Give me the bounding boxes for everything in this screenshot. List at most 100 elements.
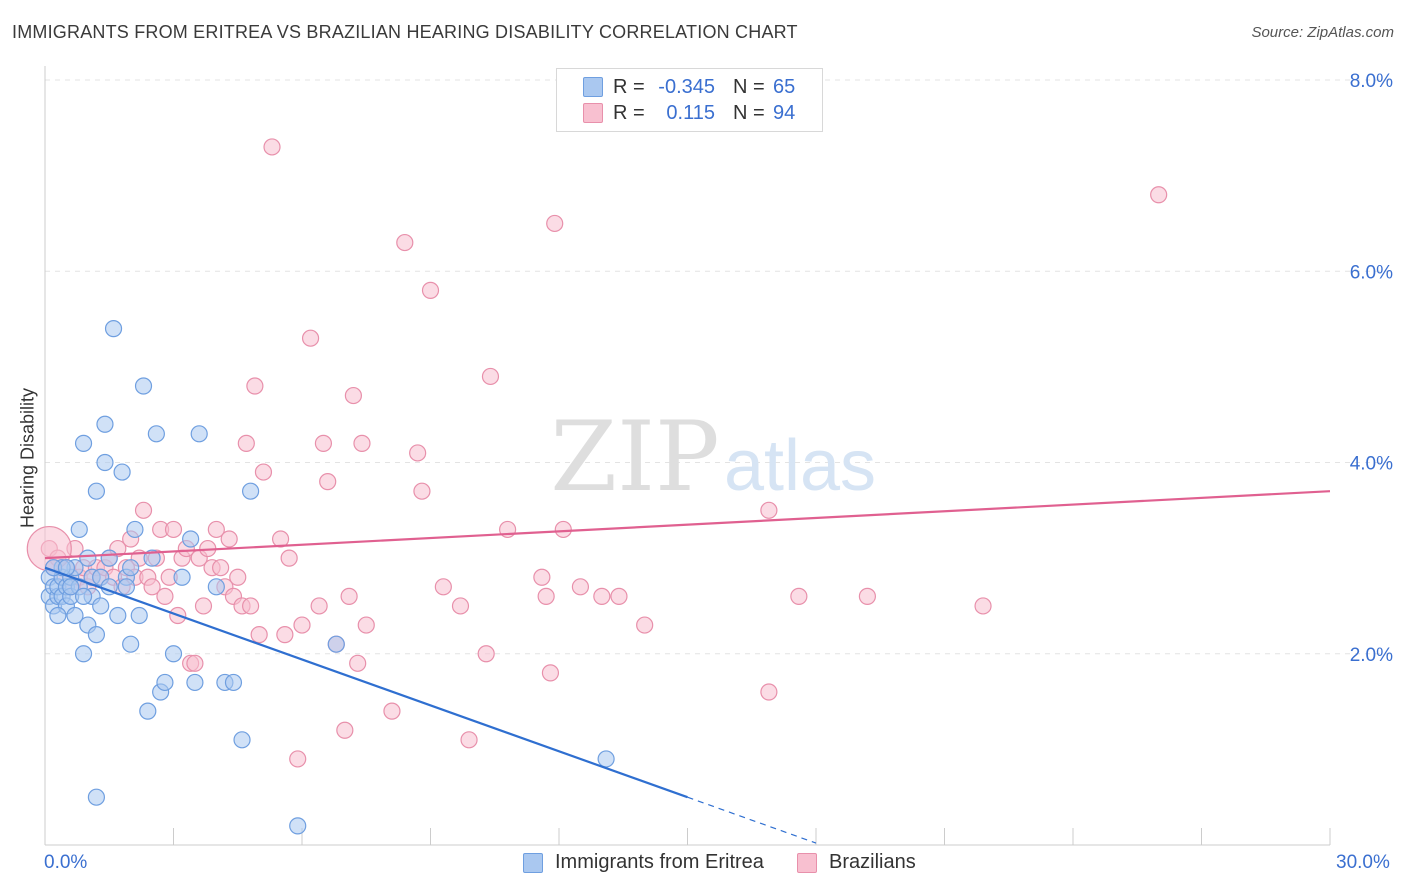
y-axis-label: Hearing Disability (17, 387, 38, 529)
brazilians-point (134, 501, 153, 519)
svg-text:atlas: atlas (724, 426, 876, 506)
eritrea-point (79, 549, 97, 567)
brazilians-point (271, 530, 290, 548)
brazilians-point (229, 568, 247, 586)
brazilians-point (250, 626, 268, 644)
brazilians-point (276, 626, 294, 644)
eritrea-point (74, 645, 93, 663)
series-legend: Immigrants from Eritrea Brazilians (0, 851, 1406, 877)
eritrea-point (130, 606, 148, 625)
correlation-legend: R = -0.345 N = 65 R = 0.115 N = 94 (556, 68, 823, 132)
brazilians-point (344, 386, 362, 405)
legend-r-label: R = (613, 75, 645, 98)
brazilians-point (760, 683, 778, 701)
eritrea-point (70, 520, 88, 539)
brazilians-point (541, 664, 560, 682)
eritrea-point (117, 578, 135, 596)
brazilians-point (319, 473, 337, 491)
legend-item-brazilians: Brazilians (797, 851, 916, 874)
eritrea-point (87, 626, 106, 644)
eritrea-point (173, 568, 191, 586)
brazilians-point (220, 530, 238, 548)
brazilians-point (858, 587, 877, 605)
brazilians-point (546, 214, 564, 233)
legend-n-value: 94 (773, 101, 796, 124)
brazilians-point (760, 501, 778, 519)
brazilians-point (212, 559, 230, 577)
legend-n-label: N = (733, 75, 765, 98)
brazilians-point (636, 616, 654, 634)
eritrea-point (62, 578, 80, 596)
eritrea-legend-label: Immigrants from Eritrea (555, 851, 764, 873)
eritrea-point (156, 673, 174, 692)
brazilians-point (790, 587, 808, 605)
brazilians-point (301, 329, 320, 347)
brazilians-point (194, 597, 213, 615)
y-tick-label: 6.0% (1350, 262, 1393, 283)
eritrea-point (597, 750, 615, 768)
svg-text:ZIP: ZIP (550, 401, 719, 513)
brazilians-legend-swatch (797, 852, 817, 873)
eritrea-swatch (583, 77, 603, 97)
brazilians-point (974, 597, 992, 615)
brazilians-trendline (44, 490, 1331, 560)
eritrea-trendline-extension (687, 796, 817, 844)
brazilians-point (186, 654, 204, 672)
eritrea-point (224, 673, 243, 692)
brazilians-point (254, 463, 273, 481)
eritrea-point (109, 606, 127, 625)
eritrea-point (66, 606, 84, 625)
eritrea-point (147, 425, 165, 443)
eritrea-point (87, 788, 106, 806)
brazilians-point (246, 377, 264, 395)
chart-title: IMMIGRANTS FROM ERITREA VS BRAZILIAN HEA… (12, 22, 798, 42)
brazilians-point (481, 367, 500, 386)
y-tick-label: 4.0% (1350, 454, 1393, 475)
eritrea-point (126, 520, 144, 539)
brazilians-point (413, 482, 431, 500)
eritrea-point (122, 559, 140, 577)
y-tick-label: 2.0% (1350, 645, 1393, 666)
eritrea-point (104, 320, 123, 338)
y-tick-label: 8.0% (1350, 71, 1393, 92)
x-axis-max-label: 30.0% (1336, 852, 1390, 873)
brazilians-point (434, 578, 452, 596)
eritrea-points (40, 320, 615, 835)
brazilians-point (533, 568, 551, 586)
legend-n-value: 65 (773, 75, 796, 98)
brazilians-point (477, 645, 495, 663)
x-axis-min-label: 0.0% (44, 852, 88, 873)
eritrea-point (122, 635, 140, 653)
y-tick-labels: 2.0% 4.0% 6.0% 8.0% (1350, 71, 1393, 666)
brazilians-swatch (583, 103, 603, 123)
eritrea-point (186, 673, 204, 692)
brazilians-point (396, 233, 414, 252)
brazilians-point (357, 616, 375, 634)
trendlines (44, 490, 1331, 844)
eritrea-point (327, 635, 345, 653)
brazilians-point (336, 721, 354, 739)
legend-r-value: -0.345 (658, 75, 715, 98)
brazilians-point (164, 520, 183, 539)
eritrea-trendline (44, 566, 688, 799)
legend-n-label: N = (733, 101, 765, 124)
eritrea-point (96, 453, 114, 472)
eritrea-point (96, 415, 114, 433)
brazilians-point (310, 597, 328, 615)
eritrea-point (182, 530, 200, 548)
brazilians-point (537, 587, 555, 605)
eritrea-point (242, 482, 260, 500)
brazilians-point (353, 434, 371, 452)
brazilians-point (280, 549, 298, 567)
brazilians-point (349, 654, 367, 672)
eritrea-point (143, 549, 161, 567)
brazilians-point (293, 616, 311, 634)
legend-r-value: 0.115 (666, 101, 715, 124)
eritrea-point (87, 482, 106, 500)
eritrea-legend-swatch (523, 852, 543, 873)
brazilians-point (554, 520, 572, 539)
watermark: ZIP atlas (550, 401, 876, 513)
brazilians-point (263, 138, 281, 156)
brazilians-point (143, 578, 161, 596)
